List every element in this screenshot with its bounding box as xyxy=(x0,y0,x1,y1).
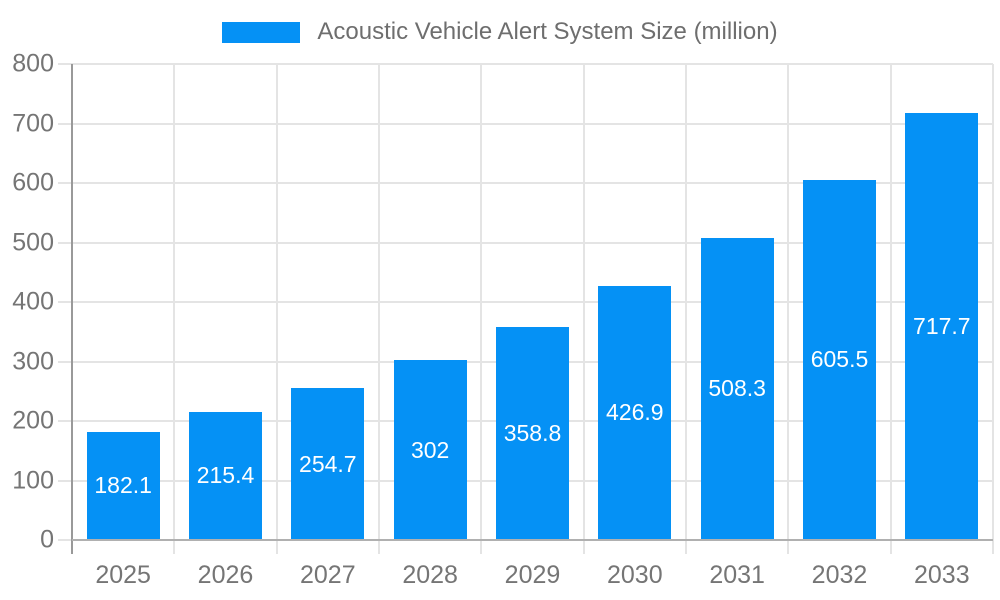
x-axis-label: 2026 xyxy=(197,561,254,589)
x-gridline xyxy=(889,64,892,554)
x-axis-label: 2025 xyxy=(95,561,151,589)
y-tick xyxy=(58,420,72,422)
y-tick xyxy=(58,479,72,482)
legend-label: Acoustic Vehicle Alert System Size (mill… xyxy=(317,18,778,45)
x-gridline xyxy=(275,64,278,554)
y-tick xyxy=(58,63,72,65)
y-gridline xyxy=(72,63,993,65)
x-axis-label: 2028 xyxy=(402,561,458,589)
y-gridline xyxy=(72,182,993,184)
x-axis-label: 2027 xyxy=(300,561,356,589)
bar-value-label: 717.7 xyxy=(913,312,971,339)
bar-value-label: 605.5 xyxy=(810,346,869,373)
x-gridline xyxy=(787,64,790,554)
x-axis-label: 2032 xyxy=(811,561,868,589)
x-axis-labels: 2025 2026 2027 2028 2029 2030 2031 2032 2033 xyxy=(72,561,993,591)
legend-swatch xyxy=(222,21,301,43)
x-axis-label: 2031 xyxy=(709,561,765,589)
y-axis-label: 500 xyxy=(12,228,54,256)
bar-2027[interactable]: 254.7 xyxy=(291,388,365,540)
y-gridline xyxy=(72,122,993,125)
y-tick xyxy=(58,360,72,363)
x-gridline xyxy=(480,64,483,554)
bar-value-label: 358.8 xyxy=(503,419,562,446)
y-tick xyxy=(58,301,72,303)
y-tick xyxy=(58,241,72,244)
bar-2026[interactable]: 215.4 xyxy=(189,411,262,540)
plot-area: 182.1 215.4 254.7 302 358.8 426.9 508.3 605.5 71… xyxy=(58,63,994,554)
bar-2033[interactable]: 717.7 xyxy=(905,112,979,540)
bar-value-label: 508.3 xyxy=(708,375,766,402)
y-axis-label: 100 xyxy=(12,466,54,494)
bar-2029[interactable]: 358.8 xyxy=(496,326,569,540)
bar-value-label: 254.7 xyxy=(299,450,357,477)
y-axis-labels: 0 100 200 300 400 500 600 700 800 xyxy=(0,51,54,552)
x-axis-label: 2030 xyxy=(607,561,663,589)
y-gridline xyxy=(72,301,993,303)
y-axis-label: 600 xyxy=(12,168,54,197)
bar-value-label: 426.9 xyxy=(606,399,664,426)
y-gridline xyxy=(72,241,993,244)
y-axis-label: 400 xyxy=(12,287,54,316)
x-gridline xyxy=(685,64,687,554)
x-gridline xyxy=(173,64,176,554)
legend[interactable]: Acoustic Vehicle Alert System Size (mill… xyxy=(0,18,1000,46)
bar-value-label: 302 xyxy=(410,436,450,463)
bar-2031[interactable]: 508.3 xyxy=(700,237,774,540)
bar-value-label: 215.4 xyxy=(196,462,255,489)
y-axis-label: 200 xyxy=(12,406,54,435)
bar-2030[interactable]: 426.9 xyxy=(598,285,672,540)
y-tick xyxy=(58,122,72,125)
x-axis-label: 2029 xyxy=(504,561,561,589)
x-gridline xyxy=(582,64,585,554)
bar-2028[interactable]: 302 xyxy=(393,360,467,540)
y-axis-label: 800 xyxy=(12,49,54,78)
bar-2025[interactable]: 182.1 xyxy=(86,431,160,540)
y-tick xyxy=(58,539,72,541)
x-axis-label: 2033 xyxy=(914,561,970,589)
y-axis-label: 300 xyxy=(12,347,54,375)
x-gridline xyxy=(378,64,380,554)
y-axis-label: 700 xyxy=(12,109,54,137)
bar-2032[interactable]: 605.5 xyxy=(803,179,876,540)
y-axis-line xyxy=(71,64,73,554)
x-axis-line xyxy=(72,539,993,541)
y-axis-label: 0 xyxy=(40,525,54,554)
y-tick xyxy=(58,182,72,184)
bar-value-label: 182.1 xyxy=(94,472,152,499)
x-gridline xyxy=(992,64,994,554)
